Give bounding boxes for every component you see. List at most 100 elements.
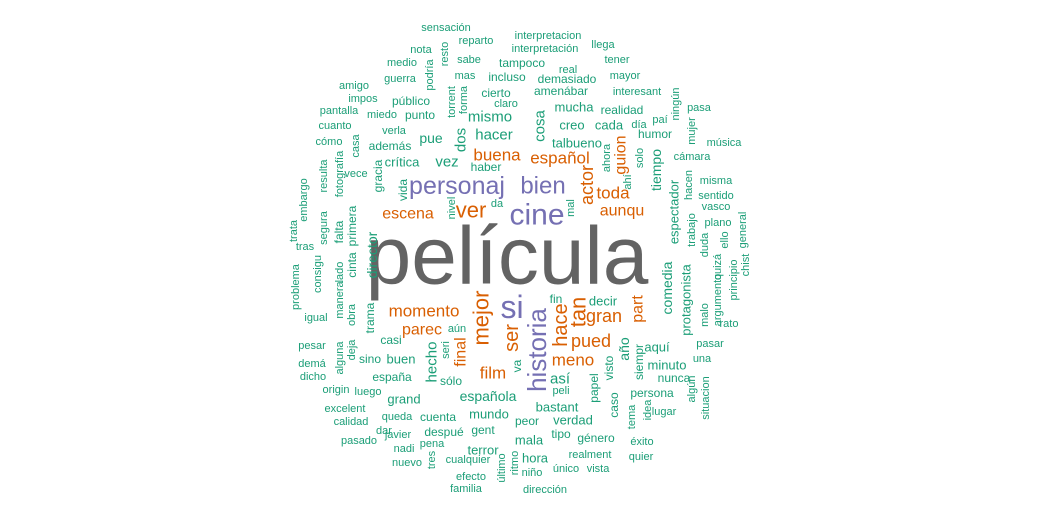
word-segura: segura bbox=[318, 210, 330, 245]
word-tipo: tipo bbox=[551, 427, 571, 441]
word-una: una bbox=[693, 353, 712, 365]
word-tiempo: tiempo bbox=[648, 149, 664, 191]
word-mayor: mayor bbox=[610, 70, 641, 82]
word-papel: papel bbox=[587, 373, 601, 402]
word-genero: género bbox=[577, 431, 615, 445]
word-caso: caso bbox=[607, 392, 621, 418]
word-musica: música bbox=[707, 137, 743, 149]
word-quier: quier bbox=[629, 451, 654, 463]
word-humor: humor bbox=[638, 127, 672, 141]
word-direccion: dirección bbox=[523, 484, 567, 496]
word-interesant: interesant bbox=[613, 86, 661, 98]
word-director: director bbox=[364, 231, 380, 278]
word-momento: momento bbox=[389, 302, 460, 321]
word-excelent: excelent bbox=[325, 403, 366, 415]
word-dema: demá bbox=[298, 358, 326, 370]
word-amenabar: amenábar bbox=[534, 84, 588, 98]
word-mejor: mejor bbox=[469, 290, 494, 345]
word-seri: seri bbox=[440, 341, 452, 359]
word-ver: ver bbox=[456, 198, 487, 223]
word-primera: primera bbox=[345, 205, 359, 246]
word-bastant: bastant bbox=[536, 400, 579, 415]
word-persona: persona bbox=[630, 386, 674, 400]
word-sentido: sentido bbox=[698, 190, 733, 202]
word-hacer: hacer bbox=[475, 127, 513, 144]
word-espana: españa bbox=[372, 370, 412, 384]
word-creo: creo bbox=[559, 118, 584, 133]
word-ademas: además bbox=[369, 139, 412, 153]
word-familia: familia bbox=[450, 483, 483, 495]
word-ningun: ningún bbox=[670, 87, 682, 120]
word-incluso: incluso bbox=[488, 70, 526, 84]
word-part: part bbox=[630, 295, 647, 323]
word-asi: así bbox=[550, 371, 571, 388]
word-interpretacion: interpretación bbox=[512, 43, 579, 55]
word-espanol: español bbox=[530, 149, 590, 168]
word-aunqu: aunqu bbox=[600, 203, 645, 220]
word-ahi: ahí bbox=[622, 174, 634, 189]
word-espectador: espectador bbox=[667, 179, 682, 244]
word-pai: paí bbox=[652, 114, 667, 126]
word-critica: crítica bbox=[385, 155, 420, 170]
word-general: general bbox=[737, 212, 749, 249]
word-vasco: vasco bbox=[702, 201, 731, 213]
word-verla: verla bbox=[382, 125, 407, 137]
word-sabe: sabe bbox=[457, 54, 481, 66]
word-casa: casa bbox=[350, 134, 362, 158]
word-punto: punto bbox=[405, 108, 435, 122]
word-nota: nota bbox=[410, 44, 432, 56]
word-nuevo: nuevo bbox=[392, 457, 422, 469]
word-peor: peor bbox=[515, 414, 539, 428]
word-cuanto: cuanto bbox=[318, 120, 351, 132]
word-tener: tener bbox=[604, 54, 629, 66]
word-trabajo: trabajo bbox=[686, 213, 698, 247]
word-problema: problema bbox=[290, 263, 302, 310]
word-principio: principio bbox=[728, 260, 740, 301]
word-medio: medio bbox=[387, 57, 417, 69]
word-malo: malo bbox=[699, 303, 711, 327]
word-luego: luego bbox=[355, 386, 382, 398]
word-minuto: minuto bbox=[647, 358, 686, 373]
word-tres: tres bbox=[426, 450, 438, 469]
word-gracia: gracia bbox=[371, 159, 385, 192]
word-si: si bbox=[500, 289, 523, 325]
word-hace: hace bbox=[550, 303, 572, 346]
word-ello: ello bbox=[719, 231, 731, 248]
word-ano: año bbox=[616, 337, 632, 361]
word-forma: forma bbox=[458, 85, 470, 114]
word-mal: mal bbox=[565, 199, 577, 217]
word-deja: deja bbox=[346, 339, 358, 361]
word-parec: parec bbox=[402, 322, 442, 339]
word-historia: historia bbox=[522, 308, 552, 392]
word-ahora: ahora bbox=[601, 143, 613, 172]
word-sino: sino bbox=[359, 352, 381, 366]
word-realment: realment bbox=[569, 449, 612, 461]
word-lado: lado bbox=[334, 262, 346, 283]
word-mala: mala bbox=[515, 433, 544, 448]
word-ultimo: último bbox=[496, 453, 508, 482]
word-cada: cada bbox=[595, 118, 624, 133]
word-pasar: pasar bbox=[696, 338, 724, 350]
word-espanola: española bbox=[460, 388, 517, 404]
word-pasa: pasa bbox=[687, 102, 712, 114]
word-unico: único bbox=[553, 463, 579, 475]
word-amigo: amigo bbox=[339, 80, 369, 92]
word-final: final bbox=[453, 337, 470, 366]
word-origin: origin bbox=[323, 384, 350, 396]
word-pena: pena bbox=[420, 438, 445, 450]
word-calidad: calidad bbox=[334, 416, 369, 428]
word-toda: toda bbox=[596, 184, 630, 203]
word-talbueno: talbueno bbox=[552, 136, 602, 151]
word-pantalla: pantalla bbox=[320, 105, 359, 117]
word-javier: javier bbox=[384, 429, 412, 441]
word-argumento: argumento bbox=[712, 274, 724, 327]
word-llega: llega bbox=[591, 39, 615, 51]
word-despue: despué bbox=[424, 425, 464, 439]
word-buena: buena bbox=[473, 146, 521, 165]
word-publico: público bbox=[392, 94, 430, 108]
word-mujer: mujer bbox=[686, 117, 698, 145]
word-actor: actor bbox=[577, 165, 597, 205]
word-mas: mas bbox=[455, 70, 476, 82]
word-guion: guion bbox=[613, 135, 630, 174]
